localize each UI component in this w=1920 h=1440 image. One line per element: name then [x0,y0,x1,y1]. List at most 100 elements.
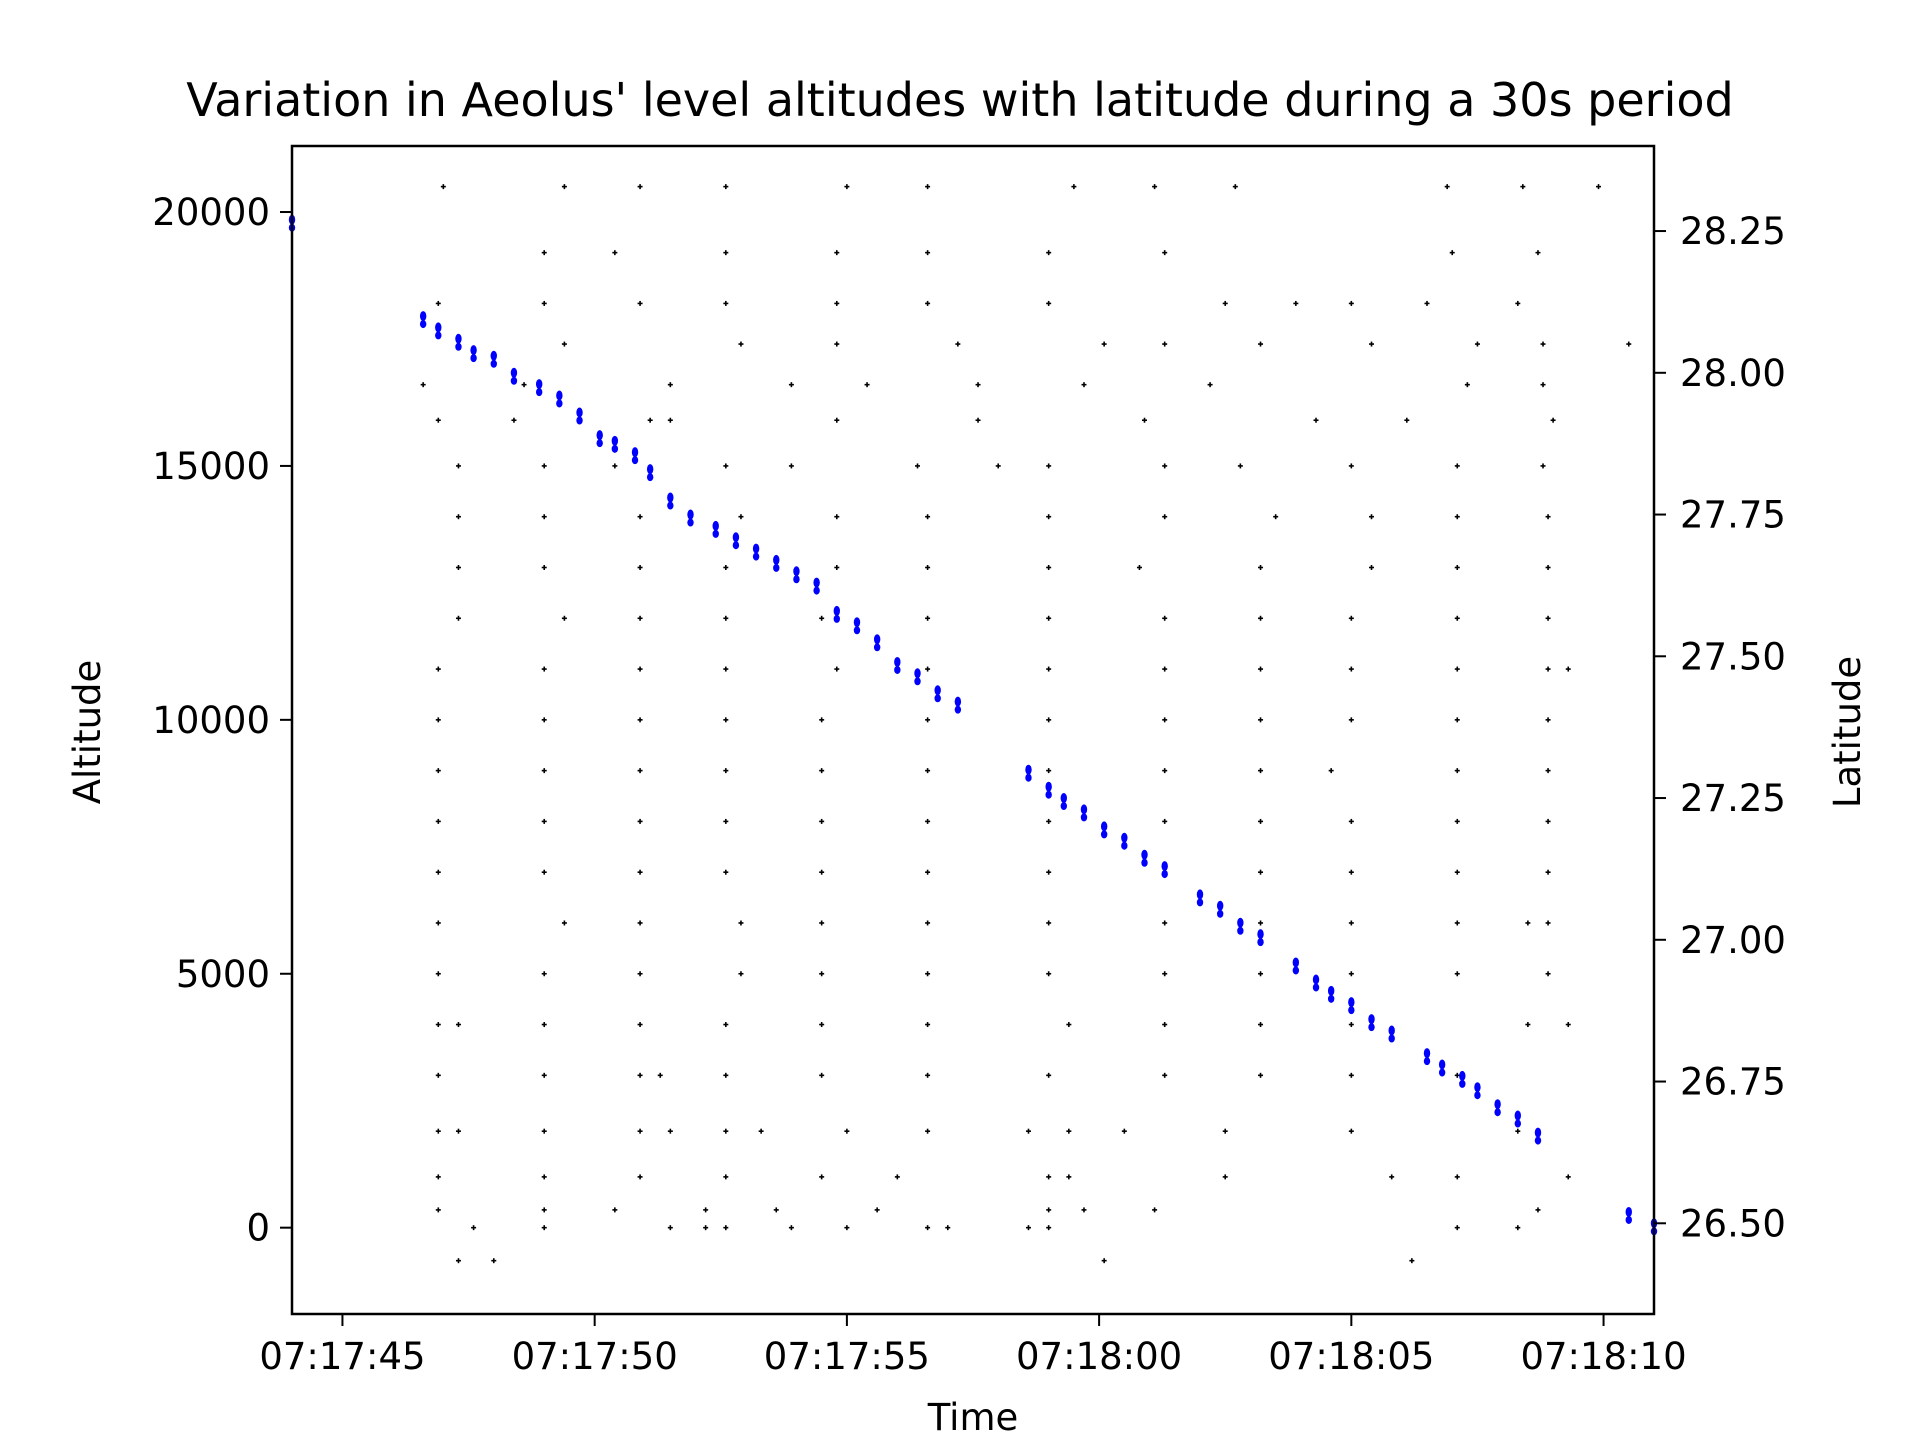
altitude-point [738,514,744,520]
altitude-point [1066,1022,1072,1028]
x-tick-label: 07:18:10 [1520,1335,1686,1378]
altitude-point [723,768,729,774]
altitude-point [435,1128,441,1134]
altitude-point [612,1207,618,1213]
altitude-point [1515,300,1521,306]
latitude-point [1045,781,1052,792]
altitude-point [723,1225,729,1231]
altitude-point [637,768,643,774]
latitude-point [1438,1068,1446,1077]
altitude-point [1258,1022,1264,1028]
latitude-point [833,614,840,623]
altitude-point [844,1225,850,1231]
altitude-point [1025,1225,1031,1231]
altitude-point [1545,514,1551,520]
altitude-point [1369,514,1375,520]
altitude-point [1046,869,1052,875]
latitude-point [1368,1023,1375,1032]
altitude-point [1550,417,1556,423]
altitude-point [541,564,547,570]
altitude-point [925,1072,931,1078]
altitude-point [834,417,840,423]
latitude-point [934,685,941,696]
latitude-point [510,376,518,385]
altitude-point [541,1128,547,1134]
altitude-point [834,666,840,672]
altitude-point [1545,564,1551,570]
latitude-point [687,509,694,520]
altitude-point [637,564,643,570]
latitude-point [1080,804,1088,815]
altitude-point [561,920,567,926]
altitude-point [723,666,729,672]
altitude-point [1545,768,1551,774]
altitude-point [1222,1128,1228,1134]
altitude-point [925,184,931,190]
y-tick-label: 10000 [152,699,270,742]
latitude-point [1514,1119,1522,1128]
altitude-point [819,920,825,926]
altitude-point [440,184,446,190]
altitude-point [1162,1072,1168,1078]
y2-tick-label: 27.25 [1680,777,1786,820]
altitude-point [1046,1225,1052,1231]
latitude-point [631,447,639,458]
latitude-point [1534,1136,1542,1145]
altitude-point [455,615,461,621]
altitude-point [723,1174,729,1180]
latitude-point [1348,1006,1355,1015]
altitude-point [561,184,567,190]
altitude-point [1207,382,1213,388]
latitude-point [1196,889,1204,900]
latitude-point [773,563,780,572]
altitude-point [1066,1174,1072,1180]
latitude-point [419,320,427,329]
altitude-point [637,615,643,621]
altitude-point [1162,615,1168,621]
altitude-point [1046,564,1052,570]
altitude-point [1313,417,1319,423]
latitude-point [1257,938,1264,947]
altitude-point [1520,184,1526,190]
y-axis-left: 0 5000 10000 15000 20000 [152,191,292,1250]
latitude-point [853,617,861,628]
latitude-point [1292,957,1300,968]
altitude-point [637,1022,643,1028]
altitude-point [435,666,441,672]
y-tick-label: 15000 [152,445,270,488]
latitude-point [894,656,901,667]
altitude-point [738,920,744,926]
altitude-point [1348,615,1354,621]
latitude-point [611,435,619,446]
altitude-point [1454,514,1460,520]
altitude-point [1540,341,1546,347]
latitude-point [455,333,462,344]
altitude-point [1454,1072,1460,1078]
altitude-point [637,971,643,977]
altitude-point [637,514,643,520]
altitude-point [1046,971,1052,977]
altitude-point [1237,463,1243,469]
altitude-point [1293,300,1299,306]
latitude-point [1327,994,1335,1003]
altitude-point [1258,920,1264,926]
latitude-point [1121,832,1128,843]
y-axis-label: Altitude [66,660,109,805]
altitude-point [1545,971,1551,977]
altitude-point [925,818,931,824]
altitude-point [435,869,441,875]
altitude-point [723,818,729,824]
latitude-point [1494,1099,1501,1110]
latitude-point [1348,997,1355,1008]
altitude-point [1046,717,1052,723]
altitude-point [455,514,461,520]
y-tick-label: 0 [246,1207,270,1250]
altitude-point [894,1174,900,1180]
altitude-point [844,1128,850,1134]
altitude-point [1515,1128,1521,1134]
altitude-point [435,1072,441,1078]
latitude-point [1216,909,1224,918]
altitude-point [1046,1174,1052,1180]
altitude-point [1348,717,1354,723]
